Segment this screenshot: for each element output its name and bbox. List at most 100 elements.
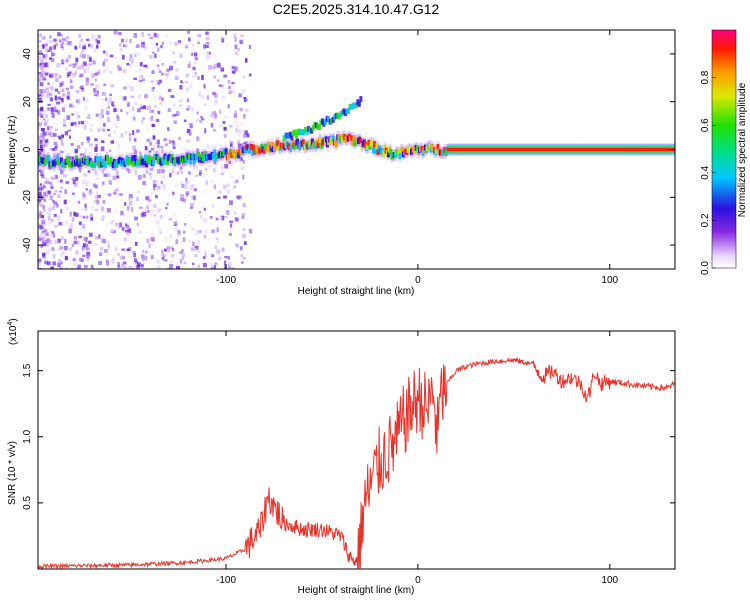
branch-cell xyxy=(296,128,300,135)
noise-speck xyxy=(117,225,121,229)
noise-speck xyxy=(129,56,133,62)
noise-speck xyxy=(143,46,147,51)
spectrogram-plot: -100 0 100 -40 -20 0 20 40 xyxy=(22,29,676,286)
noise-speck xyxy=(158,227,162,231)
noise-speck xyxy=(44,40,49,44)
noise-speck xyxy=(216,240,220,244)
noise-speck xyxy=(154,33,159,38)
noise-speck xyxy=(146,127,149,131)
noise-speck xyxy=(115,170,119,175)
noise-speck xyxy=(52,153,56,158)
noise-speck xyxy=(137,175,142,180)
noise-speck xyxy=(108,149,112,153)
noise-speck xyxy=(160,152,163,156)
noise-speck xyxy=(156,64,160,67)
noise-speck xyxy=(229,231,233,235)
noise-speck xyxy=(248,228,253,234)
noise-speck xyxy=(129,136,132,142)
ridge-cell xyxy=(138,159,142,166)
noise-speck xyxy=(205,36,210,41)
noise-speck xyxy=(161,251,165,256)
noise-speck xyxy=(132,267,135,269)
noise-speck xyxy=(235,243,239,247)
noise-speck xyxy=(216,62,221,68)
noise-speck xyxy=(93,242,96,246)
noise-speck xyxy=(154,53,157,58)
noise-speck xyxy=(167,127,170,131)
noise-speck xyxy=(105,261,110,266)
noise-speck xyxy=(105,259,109,262)
ridge-cell xyxy=(251,149,255,156)
noise-speck xyxy=(88,191,93,195)
noise-speck xyxy=(38,144,42,150)
noise-speck xyxy=(133,149,138,155)
noise-speck xyxy=(197,264,200,268)
noise-speck xyxy=(202,262,207,268)
y-tick-label: 40 xyxy=(22,48,33,60)
noise-speck xyxy=(192,66,196,71)
noise-speck xyxy=(70,224,74,227)
noise-speck xyxy=(173,113,178,117)
noise-speck xyxy=(149,213,154,218)
noise-speck xyxy=(198,210,202,214)
noise-speck xyxy=(152,87,155,90)
ridge-cell xyxy=(428,143,432,150)
noise-speck xyxy=(74,62,78,66)
noise-speck xyxy=(95,191,99,195)
noise-speck xyxy=(177,40,182,43)
noise-speck xyxy=(51,230,55,234)
noise-speck xyxy=(226,183,230,188)
noise-speck xyxy=(41,58,46,61)
noise-speck xyxy=(54,152,57,156)
noise-speck xyxy=(179,166,183,170)
noise-speck xyxy=(152,204,157,208)
noise-speck xyxy=(48,141,51,144)
noise-speck xyxy=(47,130,51,136)
noise-speck xyxy=(188,61,191,65)
ridge-cell xyxy=(169,156,173,163)
noise-speck xyxy=(198,90,202,94)
noise-speck xyxy=(198,172,202,177)
noise-speck xyxy=(114,208,118,214)
noise-speck xyxy=(137,94,141,98)
noise-speck xyxy=(184,184,189,190)
noise-speck xyxy=(223,216,228,219)
ridge-cell xyxy=(397,149,401,156)
noise-speck xyxy=(49,166,52,170)
noise-speck xyxy=(49,128,53,132)
noise-speck xyxy=(70,143,74,146)
ridge-cell xyxy=(389,148,393,155)
noise-speck xyxy=(149,116,154,121)
noise-speck xyxy=(126,101,129,104)
noise-speck xyxy=(157,110,161,115)
noise-speck xyxy=(156,185,161,190)
noise-speck xyxy=(56,239,59,244)
noise-speck xyxy=(191,52,194,56)
branch-cell xyxy=(331,116,335,123)
noise-speck xyxy=(168,140,172,144)
noise-speck xyxy=(95,71,100,75)
noise-speck xyxy=(93,93,98,97)
noise-speck xyxy=(141,263,144,268)
noise-speck xyxy=(38,264,41,268)
noise-speck xyxy=(82,46,86,50)
noise-speck xyxy=(69,222,73,226)
noise-speck xyxy=(241,129,245,132)
noise-speck xyxy=(174,75,179,80)
ridge-cell xyxy=(144,154,148,161)
noise-speck xyxy=(38,223,42,228)
noise-speck xyxy=(153,184,157,187)
noise-speck xyxy=(186,180,189,184)
noise-speck xyxy=(128,200,133,206)
noise-speck xyxy=(185,193,188,197)
noise-speck xyxy=(51,113,55,118)
noise-speck xyxy=(132,145,136,150)
noise-speck xyxy=(74,148,79,154)
noise-speck xyxy=(38,234,43,238)
spectrogram-y-label: Frequency (Hz) xyxy=(7,116,18,185)
noise-speck xyxy=(131,130,135,135)
noise-speck xyxy=(51,52,54,57)
noise-speck xyxy=(70,122,74,127)
noise-speck xyxy=(88,232,93,237)
noise-speck xyxy=(74,266,78,269)
